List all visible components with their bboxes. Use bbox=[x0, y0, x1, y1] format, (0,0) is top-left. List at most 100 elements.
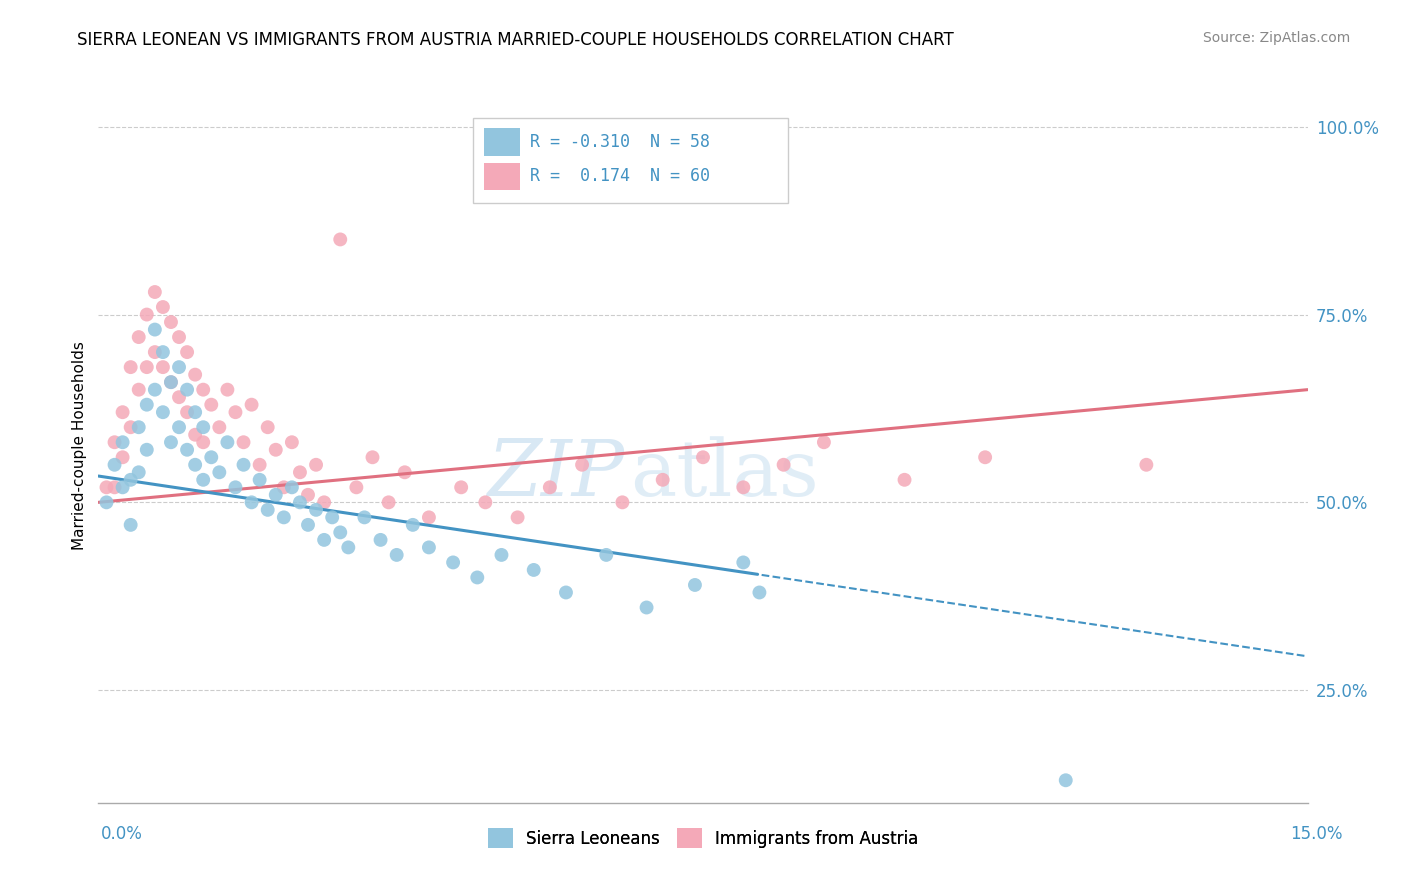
Point bbox=[184, 427, 207, 442]
Point bbox=[152, 360, 174, 375]
Legend: Sierra Leoneans, Immigrants from Austria: Sierra Leoneans, Immigrants from Austria bbox=[481, 822, 925, 855]
Text: ZIP: ZIP bbox=[488, 436, 624, 513]
Point bbox=[465, 570, 488, 584]
Point bbox=[281, 435, 304, 450]
Point bbox=[120, 420, 142, 434]
Point bbox=[217, 435, 239, 450]
Point bbox=[208, 420, 231, 434]
Point bbox=[264, 488, 287, 502]
Point bbox=[160, 375, 183, 389]
Point bbox=[288, 465, 311, 479]
Point bbox=[256, 420, 278, 434]
Point bbox=[523, 563, 546, 577]
Point bbox=[184, 458, 207, 472]
Point bbox=[240, 495, 263, 509]
Point bbox=[176, 442, 198, 457]
Point bbox=[128, 330, 150, 344]
Point bbox=[353, 510, 375, 524]
Point bbox=[160, 435, 183, 450]
Point bbox=[418, 541, 440, 555]
Y-axis label: Married-couple Households: Married-couple Households bbox=[72, 342, 87, 550]
Point bbox=[281, 480, 304, 494]
Point bbox=[491, 548, 513, 562]
Point bbox=[184, 405, 207, 419]
Point bbox=[441, 556, 464, 570]
Point bbox=[111, 450, 134, 465]
Point bbox=[96, 480, 118, 494]
Point bbox=[193, 473, 215, 487]
Point bbox=[184, 368, 207, 382]
Point bbox=[692, 450, 714, 465]
Point bbox=[264, 442, 287, 457]
FancyBboxPatch shape bbox=[474, 118, 787, 203]
Point bbox=[111, 435, 134, 450]
Point bbox=[143, 345, 166, 359]
Point bbox=[120, 473, 142, 487]
Point bbox=[370, 533, 392, 547]
Point bbox=[474, 495, 496, 509]
Point bbox=[813, 435, 835, 450]
Point bbox=[305, 503, 328, 517]
Point bbox=[288, 495, 311, 509]
Point bbox=[772, 458, 794, 472]
Point bbox=[361, 450, 384, 465]
Point bbox=[240, 398, 263, 412]
Point bbox=[450, 480, 472, 494]
Point bbox=[321, 510, 343, 524]
Point bbox=[555, 585, 578, 599]
Point bbox=[249, 458, 271, 472]
Point bbox=[249, 473, 271, 487]
Text: 15.0%: 15.0% bbox=[1291, 825, 1343, 843]
Point bbox=[612, 495, 634, 509]
Point bbox=[273, 480, 295, 494]
Point bbox=[152, 300, 174, 314]
Point bbox=[120, 517, 142, 532]
Point bbox=[135, 308, 157, 322]
Point bbox=[200, 398, 222, 412]
Point bbox=[385, 548, 408, 562]
Point bbox=[200, 450, 222, 465]
Point bbox=[232, 458, 254, 472]
Text: 0.0%: 0.0% bbox=[101, 825, 143, 843]
Point bbox=[394, 465, 416, 479]
Point bbox=[103, 480, 125, 494]
Point bbox=[636, 600, 658, 615]
Point bbox=[733, 556, 755, 570]
Point bbox=[167, 360, 190, 375]
Point bbox=[143, 285, 166, 299]
Point bbox=[160, 375, 183, 389]
Point bbox=[167, 330, 190, 344]
FancyBboxPatch shape bbox=[484, 162, 520, 190]
Text: R =  0.174  N = 60: R = 0.174 N = 60 bbox=[530, 168, 710, 186]
Point bbox=[1135, 458, 1157, 472]
Point bbox=[337, 541, 360, 555]
Point bbox=[103, 458, 125, 472]
Point bbox=[297, 488, 319, 502]
Point bbox=[595, 548, 617, 562]
Point bbox=[217, 383, 239, 397]
Point bbox=[571, 458, 593, 472]
FancyBboxPatch shape bbox=[484, 128, 520, 155]
Point bbox=[111, 405, 134, 419]
Point bbox=[135, 398, 157, 412]
Point bbox=[128, 383, 150, 397]
Point bbox=[167, 420, 190, 434]
Point bbox=[135, 442, 157, 457]
Point bbox=[135, 360, 157, 375]
Point bbox=[176, 345, 198, 359]
Point bbox=[506, 510, 529, 524]
Point bbox=[193, 420, 215, 434]
Point bbox=[418, 510, 440, 524]
Point bbox=[1054, 773, 1077, 788]
Point bbox=[128, 465, 150, 479]
Text: Source: ZipAtlas.com: Source: ZipAtlas.com bbox=[1202, 31, 1350, 45]
Point bbox=[329, 525, 352, 540]
Point bbox=[143, 322, 166, 336]
Point bbox=[128, 420, 150, 434]
Point bbox=[974, 450, 997, 465]
Point bbox=[256, 503, 278, 517]
Point bbox=[344, 480, 367, 494]
Point bbox=[733, 480, 755, 494]
Point bbox=[273, 510, 295, 524]
Point bbox=[193, 383, 215, 397]
